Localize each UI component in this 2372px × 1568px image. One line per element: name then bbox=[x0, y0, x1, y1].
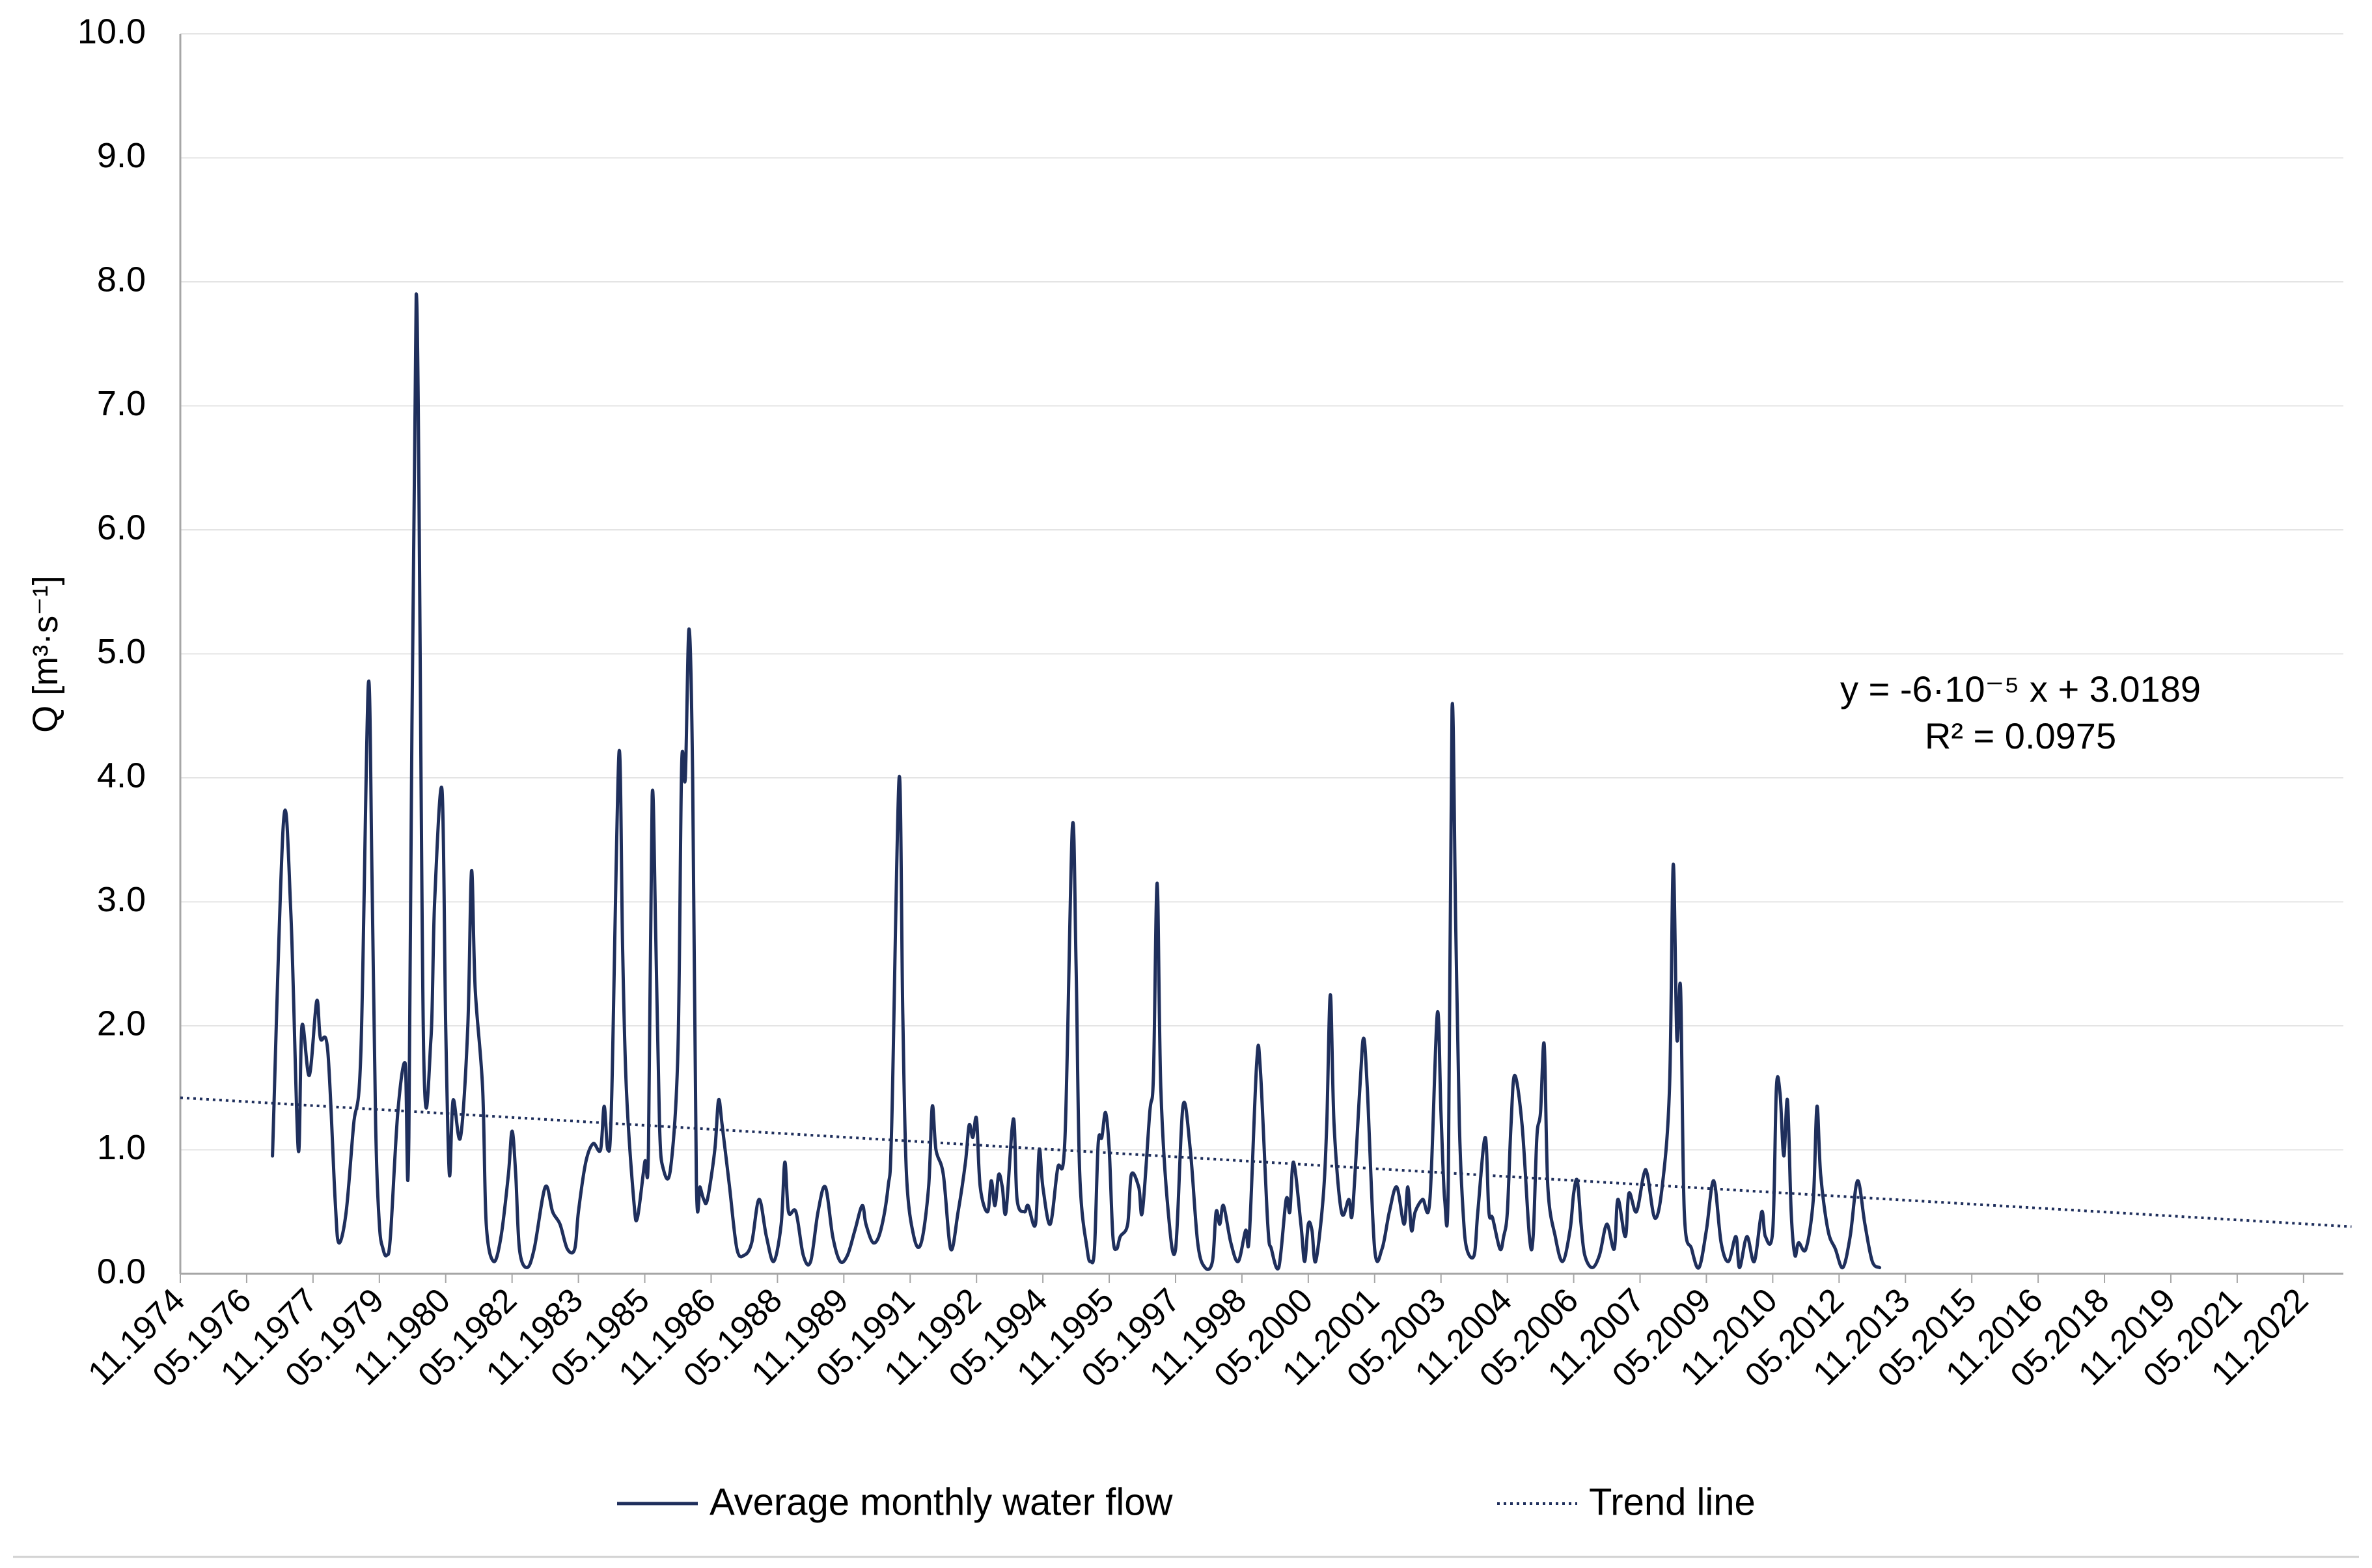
y-tick-label: 4.0 bbox=[97, 756, 146, 795]
y-tick-label: 7.0 bbox=[97, 384, 146, 423]
y-tick-label: 1.0 bbox=[97, 1128, 146, 1167]
y-tick-label: 10.0 bbox=[77, 12, 146, 51]
y-axis-label: Q [m³·s⁻¹] bbox=[26, 575, 65, 732]
y-tick-label: 2.0 bbox=[97, 1004, 146, 1043]
trend-equation: y = -6·10⁻⁵ x + 3.0189 bbox=[1840, 668, 2201, 709]
gridlines bbox=[180, 33, 2343, 1151]
y-tick-label: 5.0 bbox=[97, 632, 146, 671]
y-tick-label: 8.0 bbox=[97, 260, 146, 299]
y-tick-label: 3.0 bbox=[97, 880, 146, 919]
legend: Average monthly water flow Trend line bbox=[617, 1481, 1756, 1523]
y-tick-label: 6.0 bbox=[97, 508, 146, 547]
legend-trend-label: Trend line bbox=[1589, 1481, 1756, 1523]
y-axis-ticks: 0.0 1.0 2.0 3.0 4.0 5.0 6.0 7.0 8.0 9.0 10.0 bbox=[77, 12, 146, 1291]
series-line bbox=[271, 292, 1882, 1271]
y-tick-label: 0.0 bbox=[97, 1252, 146, 1291]
legend-series-label: Average monthly water flow bbox=[710, 1481, 1173, 1523]
y-tick-label: 9.0 bbox=[97, 136, 146, 175]
trend-r-squared: R² = 0.0975 bbox=[1925, 715, 2116, 756]
